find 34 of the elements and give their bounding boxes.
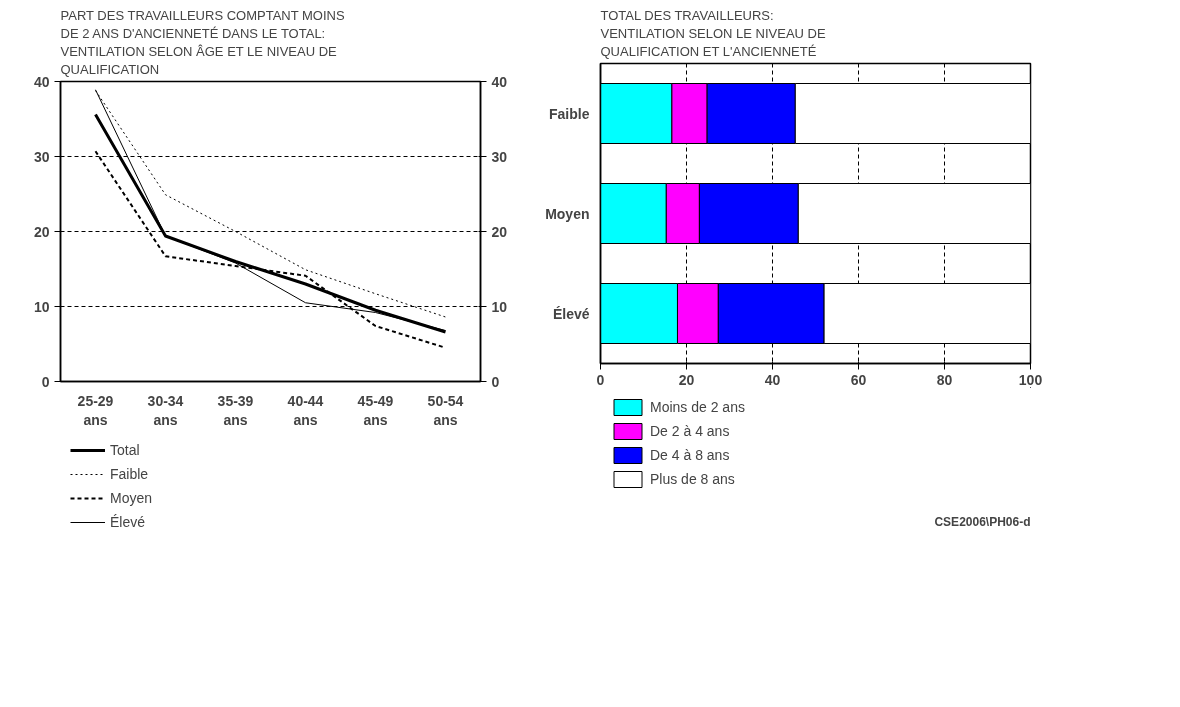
x-tick-label: 20 xyxy=(678,371,695,388)
x-tick-label: 60 xyxy=(850,371,867,388)
x-tick-label: 80 xyxy=(936,371,953,388)
x-tick-label: 30-34 ans xyxy=(147,392,184,428)
y2-tick-label: 10 xyxy=(491,298,508,315)
legend-label: De 4 à 8 ans xyxy=(650,447,730,463)
text: CSE2006\PH06-d xyxy=(934,514,1031,529)
legend-label: Total xyxy=(110,442,140,458)
legend-label: Moyen xyxy=(110,490,153,506)
y-tick-label: 40 xyxy=(33,73,50,90)
legend-label: Faible xyxy=(110,466,149,482)
x-tick-label: 100 xyxy=(1018,371,1043,388)
x-tick-label: 50-54 ans xyxy=(427,392,464,428)
legend-label: Élevé xyxy=(110,514,146,530)
y-tick-label: 10 xyxy=(33,298,50,315)
legend-label: De 2 à 4 ans xyxy=(650,423,730,439)
y2-tick-label: 40 xyxy=(491,73,508,90)
chart-title: PART DES TRAVAILLEURS COMPTANT MOINS DE 2 ANS D'ANCIENNETÉ DANS LE TOTAL: VENTILATION SELON ÂGE ET LE NIVEAU DE QUALIFICATION xyxy=(60,7,345,77)
x-tick-label: 40-44 ans xyxy=(287,392,324,428)
legend-label: Plus de 8 ans xyxy=(650,471,735,487)
y2-tick-label: 20 xyxy=(491,223,508,240)
chart-title: TOTAL DES TRAVAILLEURS: VENTILATION SELON LE NIVEAU DE QUALIFICATION ET L'ANCIENNETÉ xyxy=(600,7,826,59)
y-tick-label: Faible xyxy=(549,105,590,122)
x-tick-label: 0 xyxy=(596,371,605,388)
y-tick-label: Moyen xyxy=(545,205,590,222)
x-tick-label: 35-39 ans xyxy=(217,392,254,428)
x-tick-label: 40 xyxy=(764,371,781,388)
x-tick-label: 25-29 ans xyxy=(77,392,114,428)
legend-label: Moins de 2 ans xyxy=(650,399,745,415)
y2-tick-label: 30 xyxy=(491,148,508,165)
y-tick-label: 30 xyxy=(33,148,50,165)
y-tick-label: 20 xyxy=(33,223,50,240)
x-tick-label: 45-49 ans xyxy=(357,392,394,428)
y-tick-label: Élevé xyxy=(552,305,590,322)
